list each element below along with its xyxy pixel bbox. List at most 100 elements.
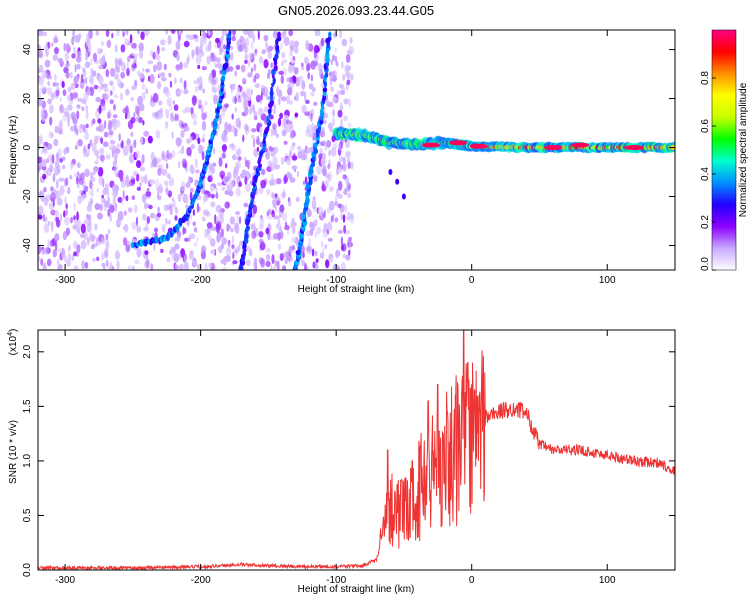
noise-speck <box>86 37 91 47</box>
noise-speck <box>248 30 255 39</box>
noise-speck <box>129 179 135 187</box>
noise-speck <box>295 91 299 101</box>
noise-speck <box>83 92 89 102</box>
noise-speck <box>208 30 211 36</box>
noise-speck <box>257 107 264 117</box>
noise-speck <box>89 179 93 190</box>
noise-speck <box>58 119 63 129</box>
noise-speck <box>142 67 145 73</box>
noise-speck <box>237 97 242 103</box>
noise-speck <box>218 246 223 254</box>
noise-speck <box>50 133 54 138</box>
noise-speck <box>271 191 275 198</box>
noise-speck <box>337 193 343 199</box>
noise-speck <box>170 30 176 34</box>
noise-speck <box>286 77 291 83</box>
noise-speck <box>322 140 326 146</box>
noise-speck <box>140 31 145 40</box>
noise-speck <box>42 144 46 153</box>
noise-speck <box>316 46 320 53</box>
noise-speck <box>350 73 354 81</box>
noise-speck <box>196 203 200 213</box>
noise-speck <box>207 234 212 241</box>
noise-speck <box>259 241 266 251</box>
noise-speck <box>150 212 156 219</box>
noise-speck <box>276 178 282 185</box>
noise-speck <box>107 109 112 119</box>
noise-speck <box>65 71 70 79</box>
noise-speck <box>323 231 328 238</box>
noise-speck <box>55 152 60 162</box>
noise-speck <box>254 48 258 54</box>
noise-speck <box>251 128 257 133</box>
noise-speck <box>99 147 105 156</box>
y-tick-label: -40 <box>22 238 33 253</box>
noise-speck <box>106 39 112 49</box>
noise-speck <box>127 207 133 213</box>
noise-speck <box>113 165 119 175</box>
noise-speck <box>176 53 180 62</box>
noise-speck <box>193 241 198 248</box>
noise-speck <box>271 178 277 186</box>
noise-speck <box>58 177 65 182</box>
noise-speck <box>273 233 278 241</box>
noise-speck <box>64 196 67 204</box>
noise-speck <box>186 33 189 41</box>
noise-speck <box>155 111 159 118</box>
noise-speck <box>191 54 194 60</box>
noise-speck <box>105 233 109 241</box>
noise-speck <box>242 134 245 143</box>
noise-speck <box>294 45 299 54</box>
noise-speck <box>341 243 347 252</box>
noise-speck <box>122 107 128 114</box>
noise-speck <box>165 120 169 129</box>
noise-speck <box>256 146 259 152</box>
noise-speck <box>113 104 116 111</box>
noise-speck <box>314 232 318 238</box>
noise-speck <box>345 151 351 159</box>
noise-speck <box>144 202 148 210</box>
noise-speck <box>331 55 338 62</box>
noise-speck <box>272 30 279 39</box>
noise-speck <box>210 249 216 255</box>
noise-speck <box>244 101 249 107</box>
noise-speck <box>218 114 222 125</box>
noise-speck <box>238 216 242 225</box>
noise-speck <box>138 117 143 124</box>
noise-speck <box>217 182 223 187</box>
noise-speck <box>112 85 116 92</box>
trace-mark <box>395 178 400 185</box>
snr-y-scale-exp: 4 <box>7 332 14 336</box>
noise-speck <box>45 194 51 202</box>
noise-speck <box>346 71 351 79</box>
noise-speck <box>163 63 167 71</box>
noise-speck <box>141 154 145 164</box>
noise-speck <box>230 51 234 62</box>
noise-speck <box>192 114 198 120</box>
noise-speck <box>136 186 141 191</box>
noise-speck <box>127 111 131 120</box>
noise-speck <box>294 40 299 48</box>
noise-speck <box>109 213 112 223</box>
ridge-peak <box>422 142 440 148</box>
noise-speck <box>62 114 66 122</box>
noise-speck <box>201 66 207 71</box>
noise-speck <box>94 160 99 165</box>
noise-speck <box>77 139 83 147</box>
x-tick-label: -300 <box>55 575 75 586</box>
noise-speck <box>344 203 348 213</box>
noise-speck <box>297 146 301 151</box>
noise-speck <box>325 93 329 101</box>
noise-speck <box>235 117 241 128</box>
noise-speck <box>265 42 269 49</box>
noise-speck <box>219 170 226 179</box>
noise-speck <box>186 146 192 157</box>
noise-speck <box>69 162 76 168</box>
noise-speck <box>341 61 344 69</box>
noise-speck <box>63 210 66 218</box>
noise-speck <box>329 256 333 263</box>
noise-speck <box>82 148 87 154</box>
noise-speck <box>73 76 77 85</box>
noise-speck <box>198 206 201 212</box>
